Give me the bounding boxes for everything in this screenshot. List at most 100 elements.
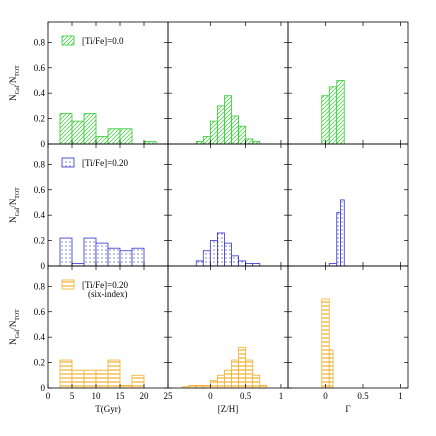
hist-bar [209, 240, 218, 267]
x-tick-label: 0.5 [357, 391, 369, 401]
hist-bar [83, 237, 97, 267]
hist-bar [209, 120, 218, 145]
hist-bar [119, 128, 133, 145]
hist-bar [119, 250, 133, 267]
hist-bar [224, 242, 232, 267]
y-axis-label: NGal/NTOT [8, 187, 21, 223]
panel [287, 21, 409, 145]
y-tick-label: 0.8 [34, 159, 46, 169]
x-tick-label: 5 [70, 391, 75, 401]
hist-bar [245, 359, 254, 389]
x-tick-label: 0 [46, 391, 51, 401]
hist-bar [95, 135, 109, 145]
hist-bar [71, 120, 85, 145]
hist-bar [231, 255, 239, 267]
hist-bar [231, 115, 239, 145]
hist-bar [202, 135, 211, 145]
panel: 0 0.2 0.4 0.6 0.8 NGal/NTOT [Ti/Fe]=0.0 [8, 21, 169, 149]
legend-swatch [61, 157, 75, 168]
hist-bar [340, 199, 345, 267]
y-tick-label: 0.2 [34, 114, 45, 124]
y-tick-label: 0.6 [34, 307, 46, 317]
hist-bar [238, 125, 247, 145]
x-tick-label: 1 [398, 391, 403, 401]
y-axis-label-part: Gal [15, 329, 21, 338]
hist-bar [83, 113, 97, 145]
panel-frame [287, 265, 409, 389]
x-tick-label: 25 [164, 391, 174, 401]
y-axis-label-part: N [8, 338, 18, 345]
y-tick-label: 0.2 [34, 236, 45, 246]
y-axis-label-part: /N [8, 320, 18, 330]
x-axis-label: Γ [345, 404, 350, 414]
y-tick-label: 0.4 [34, 210, 46, 220]
x-tick-label: 0.5 [240, 391, 252, 401]
y-tick-label: 0.6 [34, 63, 46, 73]
y-axis-label: NGal/NTOT [8, 65, 21, 101]
hist-bar [59, 237, 73, 267]
legend-label: [Ti/Fe]=0.20 [82, 280, 129, 290]
hist-bar [224, 369, 232, 389]
y-axis-label-part: TOT [15, 65, 21, 77]
hist-bar [107, 359, 121, 389]
y-axis-label-part: Gal [15, 85, 21, 94]
hist-bar [131, 247, 145, 267]
y-tick-label: 0 [41, 139, 46, 149]
hist-bar [59, 113, 73, 145]
x-tick-label: 0 [323, 391, 328, 401]
panel-frame [167, 265, 289, 389]
y-tick-label: 0 [41, 261, 46, 271]
hist-bar [131, 374, 145, 389]
x-tick-label: 0 [208, 391, 213, 401]
y-axis-label-part: /N [8, 76, 18, 86]
y-axis-label-part: Gal [15, 207, 21, 216]
hist-bar [195, 260, 204, 267]
panel: 0 0.5 1 Γ [287, 265, 409, 414]
hist-bar [336, 212, 341, 267]
y-tick-label: 0.6 [34, 185, 46, 195]
y-tick-label: 0.8 [34, 37, 46, 47]
y-tick-label: 0.8 [34, 281, 46, 291]
hist-bar [59, 359, 73, 389]
hist-bar [238, 346, 247, 389]
hist-bar [224, 95, 232, 145]
hist-bar [95, 369, 109, 389]
hist-bar [321, 298, 330, 389]
x-tick-label: 15 [116, 391, 126, 401]
hist-bar [202, 250, 211, 267]
hist-bar [209, 379, 218, 389]
hist-bar [83, 369, 97, 389]
legend-note: (six-index) [88, 289, 128, 299]
hist-bar [328, 349, 334, 389]
hist-bar [252, 374, 261, 389]
y-tick-label: 0 [41, 383, 46, 393]
y-axis-label-part: TOT [15, 187, 21, 199]
hist-bar [217, 374, 225, 389]
y-tick-label: 0.4 [34, 332, 46, 342]
y-axis-label-part: N [8, 94, 18, 101]
panel [167, 143, 289, 267]
panel-frame [287, 143, 409, 267]
hist-bar [71, 369, 85, 389]
panel-frame [287, 21, 409, 145]
y-tick-label: 0.2 [34, 358, 45, 368]
panel [167, 21, 289, 145]
panel: 0 0.2 0.4 0.6 0.8 0 5 10 15 20 25 T(Gyr) NGal/NTOT [T… [8, 265, 174, 414]
x-axis-label: T(Gyr) [95, 404, 121, 414]
hist-bar [107, 128, 121, 145]
hist-bar [336, 80, 345, 145]
x-tick-label: 10 [92, 391, 102, 401]
legend-label: [Ti/Fe]=0.20 [82, 158, 129, 168]
y-axis-label-part: /N [8, 198, 18, 208]
hist-bar [245, 138, 254, 145]
x-axis-label: [Z/H] [218, 404, 239, 414]
hist-bar [217, 232, 225, 267]
panel: 0 0.5 1 [Z/H] [167, 265, 289, 414]
panel: 0 0.2 0.4 0.6 0.8 NGal/NTOT [Ti/Fe]=0.20 [8, 143, 169, 271]
legend-swatch [61, 279, 75, 290]
hist-bar [217, 105, 225, 145]
x-tick-label: 1 [279, 391, 284, 401]
legend-swatch [61, 35, 75, 46]
